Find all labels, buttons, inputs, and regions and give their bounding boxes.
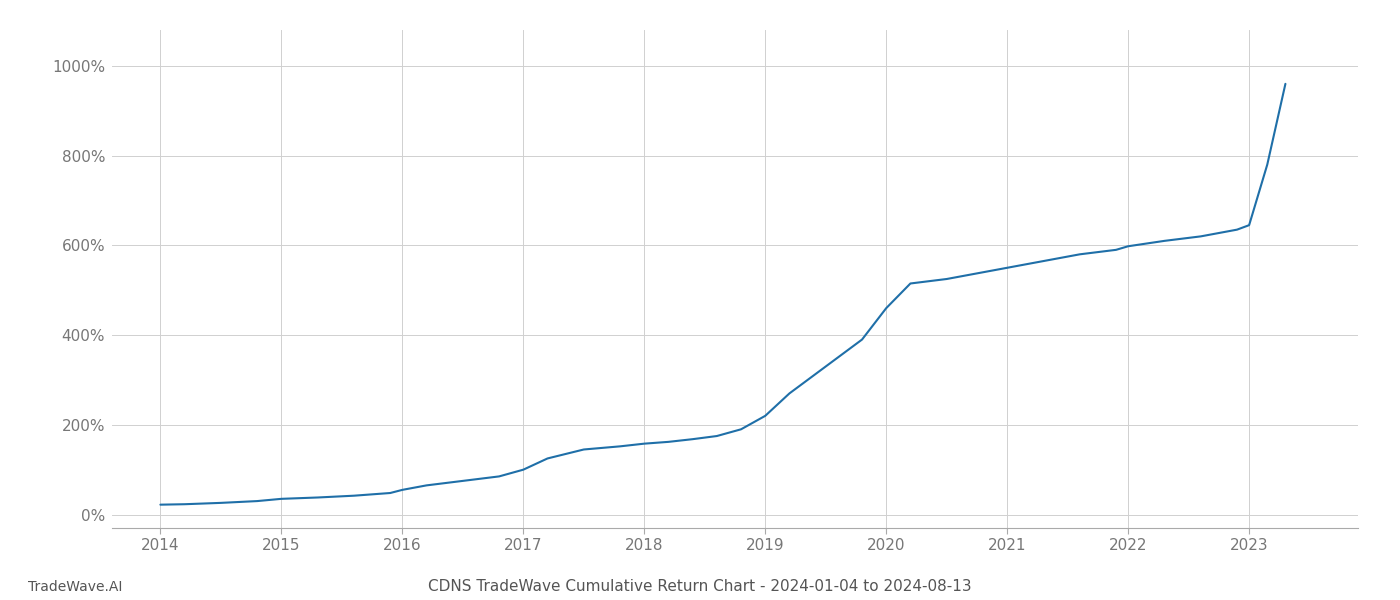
- Text: CDNS TradeWave Cumulative Return Chart - 2024-01-04 to 2024-08-13: CDNS TradeWave Cumulative Return Chart -…: [428, 579, 972, 594]
- Text: TradeWave.AI: TradeWave.AI: [28, 580, 122, 594]
